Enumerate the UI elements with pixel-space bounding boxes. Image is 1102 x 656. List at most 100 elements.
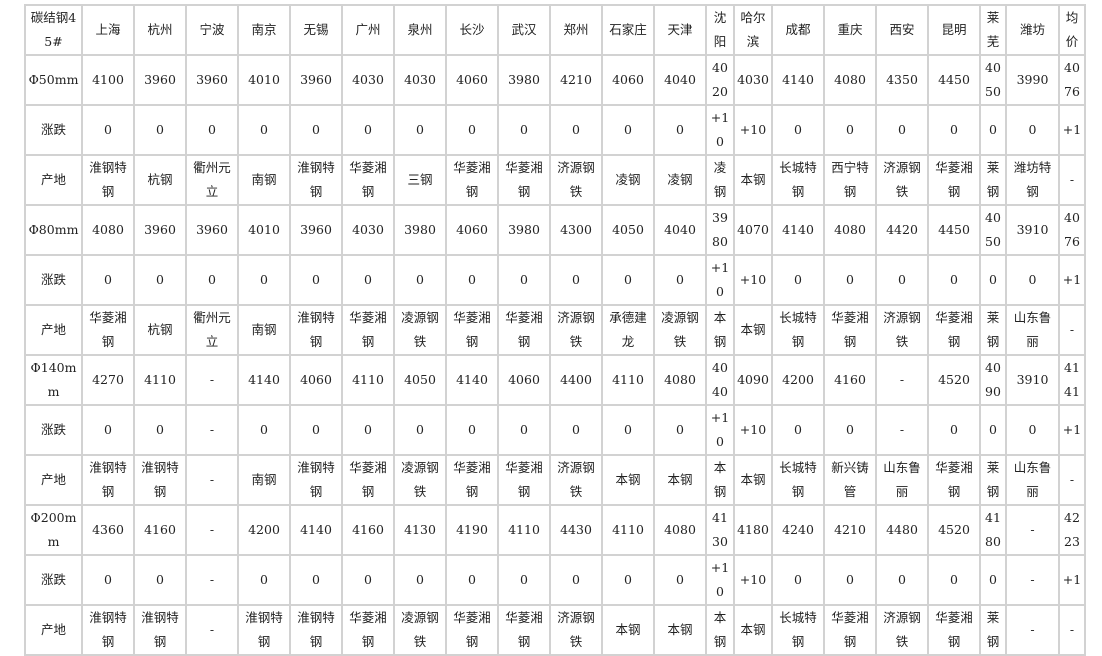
chg-cell: 0 — [927, 554, 981, 606]
origin-cell: 山东鲁丽 — [875, 454, 929, 506]
header-city: 上海 — [81, 4, 135, 56]
chg-cell: 0 — [393, 254, 447, 306]
price-cell: 4090 — [979, 354, 1007, 406]
price-cell: 4450 — [927, 54, 981, 106]
price-cell: 4140 — [289, 504, 343, 556]
price-cell: 3980 — [497, 54, 551, 106]
origin-cell: 淮钢特钢 — [289, 304, 343, 356]
row-label: Φ50mm — [24, 54, 83, 106]
price-cell: 4110 — [497, 504, 551, 556]
price-cell: 4030 — [393, 54, 447, 106]
chg-cell: 0 — [81, 104, 135, 156]
origin-cell: 济源钢铁 — [875, 604, 929, 656]
price-cell: 4210 — [549, 54, 603, 106]
price-cell: 4270 — [81, 354, 135, 406]
chg-cell: 0 — [237, 254, 291, 306]
price-cell: 3960 — [289, 204, 343, 256]
table-row-price: Φ140mm 4270 4110-4140 4060 4110 4050 4140 4060 4… — [24, 354, 1086, 406]
table-row-origin: 产地 淮钢特钢 淮钢特钢 - 淮钢特钢 淮钢特钢 华菱湘钢 凌源钢铁 华菱湘钢 华菱湘钢 济源钢铁本… — [24, 604, 1086, 656]
header-city: 宁波 — [185, 4, 239, 56]
origin-cell: 华菱湘钢 — [341, 604, 395, 656]
table-row-price: Φ80mm 4080 3960 3960 4010 3960 4030 3980 4060 398… — [24, 204, 1086, 256]
price-cell: 4010 — [237, 204, 291, 256]
chg-cell: 0 — [133, 404, 187, 456]
price-cell: 4420 — [875, 204, 929, 256]
origin-cell: 长城特钢 — [771, 304, 825, 356]
origin-cell: 济源钢铁 — [549, 454, 603, 506]
header-city: 潍坊 — [1005, 4, 1060, 56]
origin-cell: 华菱湘钢 — [823, 604, 877, 656]
row-label: 涨跌 — [24, 104, 83, 156]
chg-cell: 0 — [771, 254, 825, 306]
price-cell: 3910 — [1005, 354, 1060, 406]
chg-cell: 0 — [133, 254, 187, 306]
header-city: 成都 — [771, 4, 825, 56]
price-cell: 4140 — [771, 54, 825, 106]
price-cell: 4060 — [445, 54, 499, 106]
price-cell: - — [185, 504, 239, 556]
price-cell: 4060 — [289, 354, 343, 406]
price-cell: 4080 — [823, 54, 877, 106]
chg-cell: 0 — [341, 254, 395, 306]
chg-cell: 0 — [875, 254, 929, 306]
origin-cell: 华菱湘钢 — [927, 154, 981, 206]
chg-cell: 0 — [771, 554, 825, 606]
origin-cell: 潍坊特钢 — [1005, 154, 1060, 206]
origin-cell: 济源钢铁 — [549, 304, 603, 356]
origin-cell: 华菱湘钢 — [445, 454, 499, 506]
origin-cell: 淮钢特钢 — [133, 604, 187, 656]
price-cell: 4030 — [341, 54, 395, 106]
steel-price-table: 碳结钢45# 上海 杭州 宁波 南京 无锡 广州 泉州 长沙 武汉 郑州 石家庄 天津 沈阳 哈尔滨 成都 重庆… — [24, 4, 1086, 656]
chg-cell: 0 — [237, 554, 291, 606]
origin-cell: 莱钢 — [979, 604, 1007, 656]
origin-cell: - — [1058, 154, 1086, 206]
header-city: 南京 — [237, 4, 291, 56]
origin-cell: 凌钢 — [653, 154, 707, 206]
origin-cell: 莱钢 — [979, 304, 1007, 356]
chg-cell: 0 — [653, 254, 707, 306]
chg-cell: 0 — [289, 554, 343, 606]
origin-cell: 淮钢特钢 — [133, 454, 187, 506]
price-cell: 4030 — [733, 54, 773, 106]
header-city: 泉州 — [393, 4, 447, 56]
chg-cell: 0 — [823, 404, 877, 456]
price-cell: 4140 — [771, 204, 825, 256]
price-cell: 4076 — [1058, 204, 1086, 256]
chg-cell: 0 — [497, 254, 551, 306]
chg-cell: 0 — [927, 254, 981, 306]
header-row: 碳结钢45# 上海 杭州 宁波 南京 无锡 广州 泉州 长沙 武汉 郑州 石家庄 天津 沈阳 哈尔滨 成都 重庆… — [24, 4, 1086, 56]
origin-cell: 本钢 — [601, 604, 655, 656]
table-row-price: Φ200mm 4360 4160-4200 4140 4160 4130 4190 4110 4… — [24, 504, 1086, 556]
chg-cell: +10 — [705, 254, 735, 306]
origin-cell: 凌钢 — [601, 154, 655, 206]
origin-cell: 承德建龙 — [601, 304, 655, 356]
origin-cell: - — [185, 454, 239, 506]
chg-cell: 0 — [393, 104, 447, 156]
chg-cell: 0 — [979, 254, 1007, 306]
origin-cell: 新兴铸管 — [823, 454, 877, 506]
origin-cell: 华菱湘钢 — [445, 154, 499, 206]
price-cell: 4080 — [823, 204, 877, 256]
origin-cell: - — [185, 604, 239, 656]
origin-cell: 济源钢铁 — [549, 604, 603, 656]
price-cell: 4160 — [823, 354, 877, 406]
origin-cell: 凌源钢铁 — [393, 304, 447, 356]
chg-cell: 0 — [341, 404, 395, 456]
header-city: 莱芜 — [979, 4, 1007, 56]
origin-cell: 长城特钢 — [771, 604, 825, 656]
origin-cell: 华菱湘钢 — [81, 304, 135, 356]
chg-cell: 0 — [1005, 254, 1060, 306]
chg-cell: 0 — [549, 554, 603, 606]
header-city: 西安 — [875, 4, 929, 56]
price-cell: 4520 — [927, 354, 981, 406]
chg-cell: 0 — [601, 404, 655, 456]
price-cell: 4520 — [927, 504, 981, 556]
price-cell: - — [185, 354, 239, 406]
chg-cell: 0 — [133, 554, 187, 606]
price-cell: 3980 — [393, 204, 447, 256]
price-cell: 4010 — [237, 54, 291, 106]
chg-cell: 0 — [81, 254, 135, 306]
price-cell: 4480 — [875, 504, 929, 556]
chg-cell: 0 — [185, 104, 239, 156]
chg-cell: 0 — [289, 104, 343, 156]
